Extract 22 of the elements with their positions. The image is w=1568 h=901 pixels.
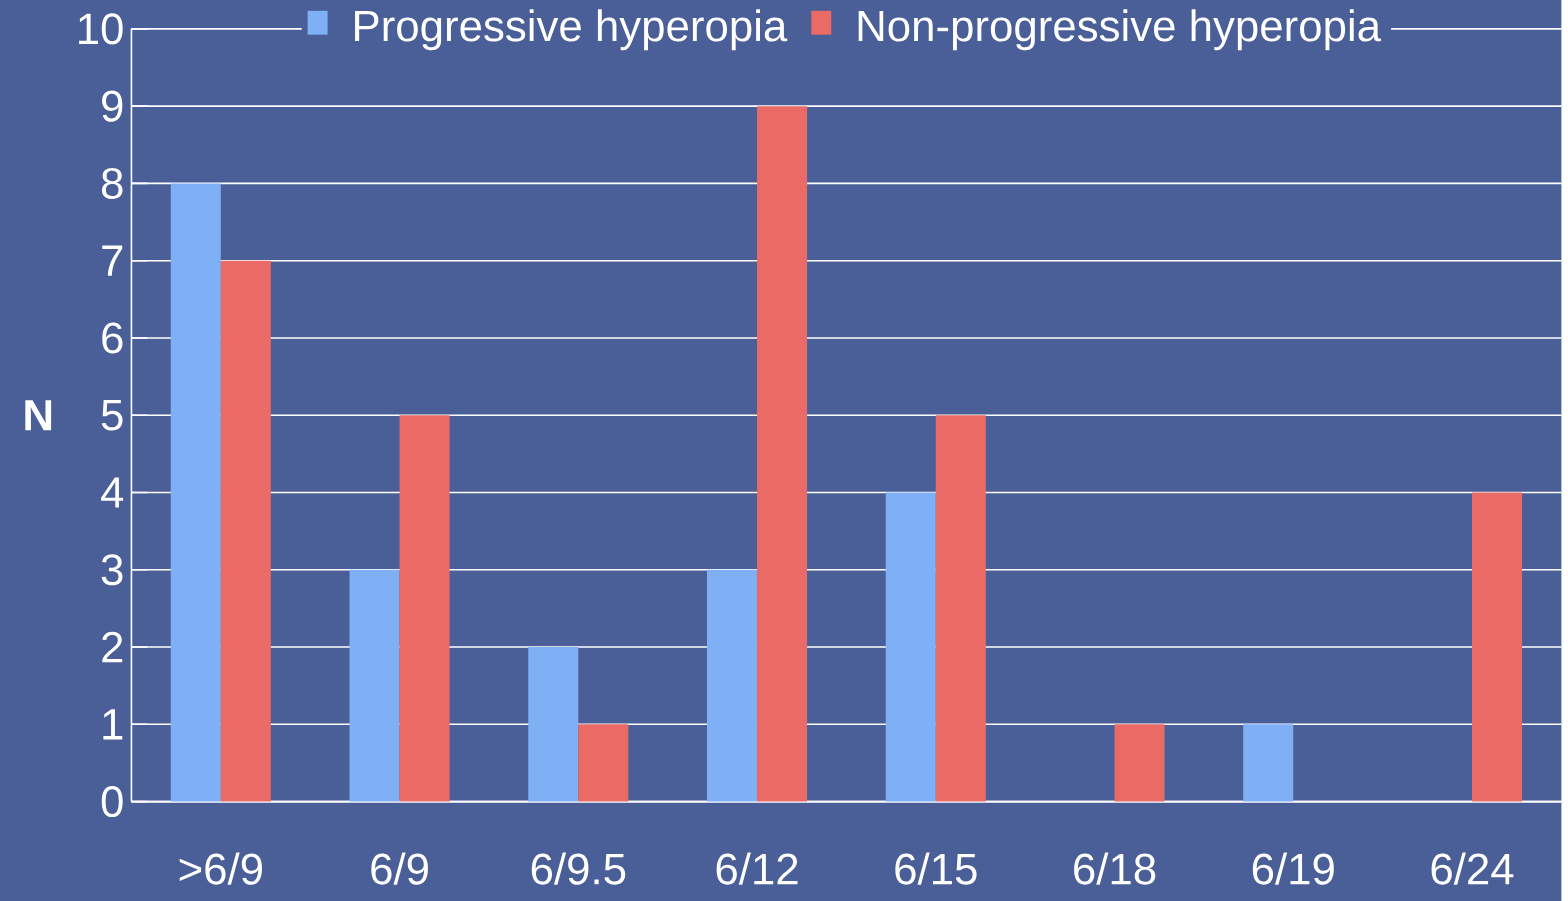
y-tick-label: 10 (79, 13, 123, 45)
x-tick-label: 6/18 (1074, 852, 1156, 885)
y-tick-label: 1 (103, 709, 123, 740)
x-tick-label: >6/9 (179, 852, 262, 885)
y-tick-label: 0 (101, 785, 123, 818)
legend-label: Non-progressive hyperopia (858, 9, 1382, 51)
y-tick-label: 4 (101, 477, 124, 508)
y-tick-label: 2 (102, 631, 123, 663)
x-tick-label: 6/9 (371, 852, 428, 885)
legend-label: Progressive hyperopia (355, 9, 788, 51)
y-tick-label: 8 (101, 167, 123, 199)
y-tick-label: 9 (102, 90, 123, 122)
x-tick-label: 6/24 (1431, 852, 1514, 885)
x-tick-label: 6/12 (716, 852, 798, 885)
x-tick-label: 6/9.5 (531, 852, 626, 885)
x-tick-label: 6/15 (895, 852, 977, 885)
y-tick-label: 7 (102, 245, 123, 276)
y-tick-label: 6 (102, 322, 123, 354)
x-tick-label: 6/19 (1252, 852, 1334, 885)
y-tick-label: 5 (101, 399, 123, 431)
y-axis-title: N (25, 400, 52, 431)
y-tick-label: 3 (101, 554, 123, 586)
